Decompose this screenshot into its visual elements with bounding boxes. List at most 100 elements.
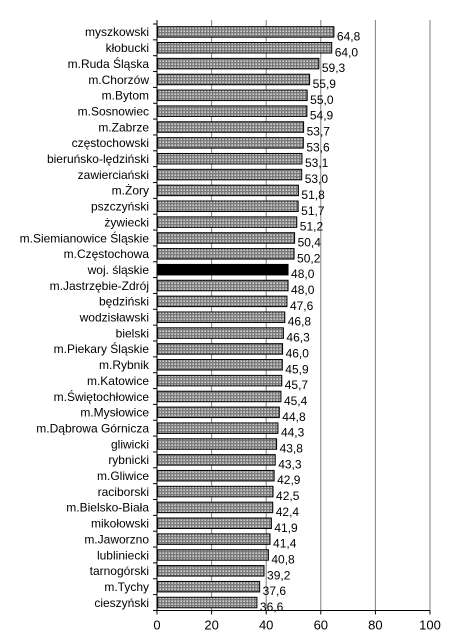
category-label: wodzisławski [79,311,149,325]
category-label: żywiecki [104,215,149,229]
value-label: 51,2 [300,220,324,234]
category-label: będziński [99,295,149,309]
category-label: m.Jastrzębie-Zdrój [50,279,149,293]
bar [157,438,278,450]
value-label: 55,9 [313,77,337,91]
value-label: 53,0 [305,172,329,186]
category-label: bielski [116,326,149,340]
value-label: 46,0 [286,346,310,360]
value-label: 46,3 [286,331,310,345]
category-label: myszkowski [85,25,149,39]
labels: myszkowski 64,8 kłobucki 64,0 m.Ruda Śląska 5… [20,25,441,632]
value-label: 37,6 [263,584,287,598]
value-label: 42,9 [277,473,301,487]
value-label: 64,8 [337,29,361,43]
category-label: m.Katowice [87,374,149,388]
bar [157,501,274,514]
value-label: 45,9 [285,362,309,376]
value-label: 54,9 [310,109,334,123]
value-label: 36,6 [260,600,284,614]
x-tick-label: 0 [153,617,160,632]
category-label: kłobucki [106,41,149,55]
bar [157,279,289,292]
category-label: zawierciański [78,168,149,182]
value-label: 45,7 [285,378,309,392]
bar [157,73,311,86]
x-tick-label: 40 [259,617,273,632]
bar [157,216,298,228]
value-label: 53,1 [305,156,329,170]
bar [157,390,282,403]
value-label: 53,6 [306,140,330,154]
bar [157,485,274,498]
category-label: m.Rybnik [99,358,150,372]
value-label: 47,6 [290,299,314,313]
category-label: gliwicki [111,437,149,451]
bar [157,517,272,530]
category-label: m.Zabrze [98,120,149,134]
category-label: m.Żory [112,184,149,198]
bar [157,580,261,593]
category-label: m.Mysłowice [80,406,149,420]
bar [157,248,295,260]
value-label: 42,5 [276,489,300,503]
bar [157,374,283,387]
category-label: m.Częstochowa [64,247,150,261]
bar [157,200,299,213]
bar [157,422,279,434]
x-tick-label: 60 [314,617,328,632]
axes [153,20,431,615]
value-label: 45,4 [284,394,308,408]
bar [157,152,303,165]
category-label: m.Gliwice [97,469,149,483]
bar [157,89,308,102]
category-label: m.Siemianowice Śląskie [20,230,150,245]
bar [157,137,304,149]
category-label: tarnogórski [90,564,149,578]
category-label: m.Piekary Śląskie [54,341,150,356]
category-label: m.Sosnowiec [78,104,149,118]
x-tick-label: 80 [368,617,382,632]
category-label: m.Tychy [104,580,149,594]
category-label: mikołowski [91,517,149,531]
category-label: m.Chorzów [88,73,149,87]
bar [157,168,303,181]
value-label: 42,4 [276,505,300,519]
category-label: m.Świętochłowice [54,389,150,404]
value-label: 48,0 [291,267,315,281]
bar [157,105,308,117]
bar [157,232,296,244]
bar [157,469,275,482]
value-label: 51,7 [301,204,325,218]
category-label: rybnicki [108,453,149,467]
bar [157,295,288,308]
bar [157,406,280,419]
bar [157,26,335,38]
bar-highlight [157,263,289,276]
value-label: 53,7 [307,125,331,139]
value-label: 41,9 [274,521,298,535]
category-label: m.Bytom [102,89,149,103]
value-label: 40,8 [271,552,295,566]
value-label: 41,4 [273,537,297,551]
bar [157,596,258,609]
bar [157,184,299,197]
category-label: m.Jaworzno [84,532,149,546]
category-label: częstochowski [72,136,149,150]
bar [157,549,269,561]
value-label: 51,8 [301,188,325,202]
bar [157,533,271,545]
value-label: 59,3 [322,61,346,75]
value-label: 44,8 [282,410,306,424]
bar [157,42,333,54]
category-label: pszczyński [91,200,149,214]
category-label: m.Ruda Śląska [68,56,150,71]
bar [157,343,284,355]
bars [157,26,335,609]
bar [157,311,286,323]
value-label: 43,8 [280,442,304,456]
category-label: m.Dąbrowa Górnicza [36,421,149,435]
bar [157,565,265,577]
value-label: 55,0 [310,93,334,107]
